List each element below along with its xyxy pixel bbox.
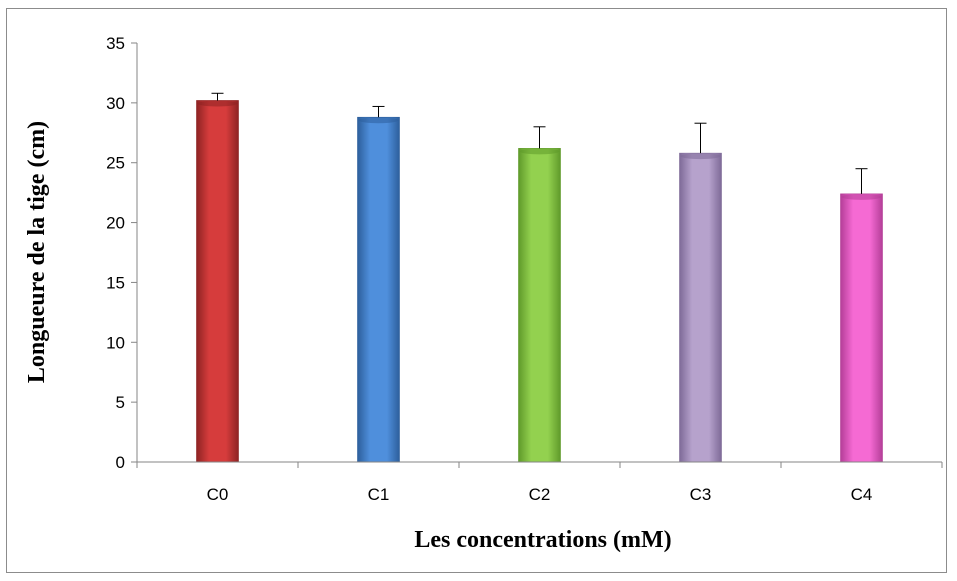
bar-c0 <box>196 100 239 463</box>
bar-top-cap <box>197 100 238 107</box>
y-tick-label: 15 <box>106 273 125 292</box>
bar-c3 <box>679 152 722 463</box>
y-tick-label: 25 <box>106 154 125 173</box>
bar-top-cap <box>841 193 882 200</box>
y-tick-label: 10 <box>106 333 125 352</box>
bar-top-cap <box>680 153 721 160</box>
error-bars <box>211 92 868 194</box>
y-tick-label: 30 <box>106 94 125 113</box>
bar-c4 <box>840 193 883 463</box>
x-tick-label: C0 <box>207 485 229 504</box>
bar-c1 <box>357 116 400 463</box>
x-axis-title: Les concentrations (mM) <box>414 527 671 553</box>
y-axis-title: Longueure de la tige (cm) <box>24 121 50 383</box>
x-tick-label: C2 <box>529 485 551 504</box>
bar-top-cap <box>519 148 560 155</box>
x-tick-label: C3 <box>690 485 712 504</box>
x-tick-label: C1 <box>368 485 390 504</box>
bar-c2 <box>518 148 561 463</box>
y-tick-label: 20 <box>106 214 125 233</box>
chart-frame <box>6 8 947 573</box>
y-tick-label: 35 <box>106 34 125 53</box>
y-axis: 0 5 10 15 20 25 30 35 <box>106 34 138 472</box>
x-axis: C0 C1 C2 C3 C4 <box>136 461 943 504</box>
bars <box>196 100 883 463</box>
y-tick-label: 5 <box>116 393 125 412</box>
x-tick-label: C4 <box>851 485 873 504</box>
y-tick-label: 0 <box>116 453 125 472</box>
bar-top-cap <box>358 117 399 124</box>
